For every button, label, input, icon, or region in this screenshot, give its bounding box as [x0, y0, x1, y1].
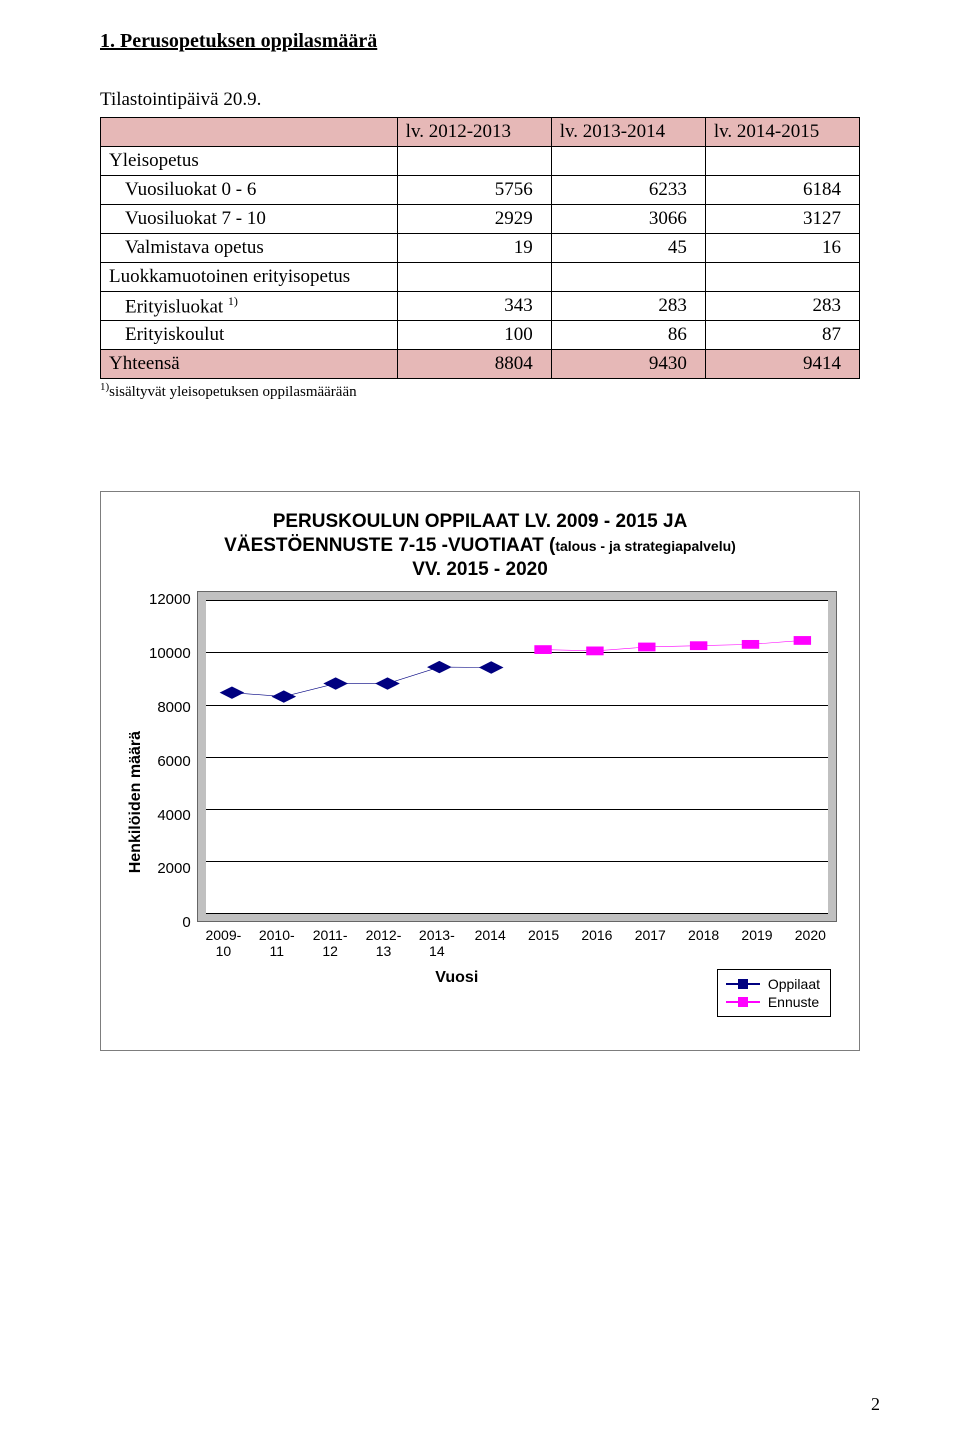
row-value: 6233	[551, 176, 705, 205]
row-label: Luokkamuotoinen erityisopetus	[101, 263, 398, 292]
marker-square	[638, 643, 655, 652]
total-v0: 8804	[397, 350, 551, 379]
chart-title-l3: VV. 2015 - 2020	[123, 558, 837, 582]
row-label: Erityisluokat 1)	[101, 292, 398, 321]
xtick: 2018	[677, 928, 730, 959]
row-value: 3127	[705, 205, 859, 234]
row-label: Vuosiluokat 7 - 10	[101, 205, 398, 234]
subtitle: Tilastointipäivä 20.9.	[100, 89, 880, 111]
diamond-icon	[738, 979, 748, 989]
marker-square	[742, 640, 759, 649]
xtick: 2013-14	[410, 928, 463, 959]
row-value: 5756	[397, 176, 551, 205]
th-1: lv. 2012-2013	[397, 118, 551, 147]
row-value	[705, 263, 859, 292]
legend-item: Ennuste	[726, 994, 820, 1010]
row-value: 16	[705, 234, 859, 263]
th-blank	[101, 118, 398, 147]
chart-title: PERUSKOULUN OPPILAAT LV. 2009 - 2015 JA …	[123, 510, 837, 581]
chart-svg	[206, 600, 828, 913]
total-v2: 9414	[705, 350, 859, 379]
x-axis-ticks: 2009-102010-112011-122012-132013-1420142…	[197, 928, 837, 959]
footnote: 1)sisältyvät yleisopetuksen oppilasmäärä…	[100, 381, 880, 401]
row-value: 100	[397, 321, 551, 350]
row-label: Vuosiluokat 0 - 6	[101, 176, 398, 205]
ytick: 8000	[157, 699, 190, 716]
chart-title-l1: PERUSKOULUN OPPILAAT LV. 2009 - 2015 JA	[123, 510, 837, 534]
marker-square	[793, 636, 810, 645]
row-value	[397, 263, 551, 292]
marker-diamond	[219, 687, 244, 699]
marker-diamond	[323, 678, 348, 690]
marker-diamond	[479, 662, 504, 674]
legend: Oppilaat Ennuste	[717, 969, 831, 1017]
ytick: 10000	[149, 645, 191, 662]
series-line	[232, 667, 491, 696]
footnote-text: sisältyvät yleisopetuksen oppilasmäärään	[109, 384, 356, 400]
row-value: 283	[705, 292, 859, 321]
data-table: lv. 2012-2013 lv. 2013-2014 lv. 2014-201…	[100, 117, 860, 379]
row-value: 283	[551, 292, 705, 321]
series-line	[543, 641, 802, 651]
th-2: lv. 2013-2014	[551, 118, 705, 147]
xtick: 2009-10	[197, 928, 250, 959]
total-label: Yhteensä	[101, 350, 398, 379]
plot-area	[197, 591, 837, 922]
marker-square	[534, 645, 551, 654]
ytick: 12000	[149, 591, 191, 608]
xtick: 2016	[570, 928, 623, 959]
ytick: 6000	[157, 753, 190, 770]
row-value	[551, 263, 705, 292]
row-value	[551, 147, 705, 176]
xtick: 2011-12	[303, 928, 356, 959]
xtick: 2015	[517, 928, 570, 959]
section-title: 1. Perusopetuksen oppilasmäärä	[100, 30, 880, 53]
row-value: 3066	[551, 205, 705, 234]
row-value	[397, 147, 551, 176]
marker-diamond	[271, 691, 296, 703]
marker-square	[690, 642, 707, 651]
xtick: 2010-11	[250, 928, 303, 959]
xtick: 2014	[464, 928, 517, 959]
row-value: 6184	[705, 176, 859, 205]
th-3: lv. 2014-2015	[705, 118, 859, 147]
chart: PERUSKOULUN OPPILAAT LV. 2009 - 2015 JA …	[100, 491, 860, 1051]
xtick: 2017	[624, 928, 677, 959]
row-value: 2929	[397, 205, 551, 234]
total-v1: 9430	[551, 350, 705, 379]
row-value: 19	[397, 234, 551, 263]
ytick: 4000	[157, 807, 190, 824]
marker-diamond	[427, 661, 452, 673]
x-axis-label: Vuosi	[197, 969, 717, 987]
y-axis-ticks: 12000 10000 8000 6000 4000 2000 0	[149, 591, 197, 955]
ytick: 0	[182, 914, 190, 931]
xtick: 2012-13	[357, 928, 410, 959]
gridline	[206, 913, 828, 914]
row-label: Erityiskoulut	[101, 321, 398, 350]
row-value: 45	[551, 234, 705, 263]
xtick: 2020	[784, 928, 837, 959]
ytick: 2000	[157, 860, 190, 877]
row-value	[705, 147, 859, 176]
chart-title-l2: VÄESTÖENNUSTE 7-15 -VUOTIAAT (talous - j…	[123, 534, 837, 558]
legend-label: Oppilaat	[768, 976, 820, 992]
footnote-marker: 1)	[100, 381, 109, 393]
row-label: Valmistava opetus	[101, 234, 398, 263]
legend-label: Ennuste	[768, 994, 819, 1010]
legend-item: Oppilaat	[726, 976, 820, 992]
xtick: 2019	[730, 928, 783, 959]
row-value: 86	[551, 321, 705, 350]
row-value: 343	[397, 292, 551, 321]
square-icon	[738, 997, 748, 1007]
y-axis-label: Henkilöiden määrä	[123, 731, 149, 873]
marker-square	[586, 647, 603, 656]
marker-diamond	[375, 678, 400, 690]
row-value: 87	[705, 321, 859, 350]
row-label: Yleisopetus	[101, 147, 398, 176]
page-number: 2	[871, 1394, 880, 1415]
